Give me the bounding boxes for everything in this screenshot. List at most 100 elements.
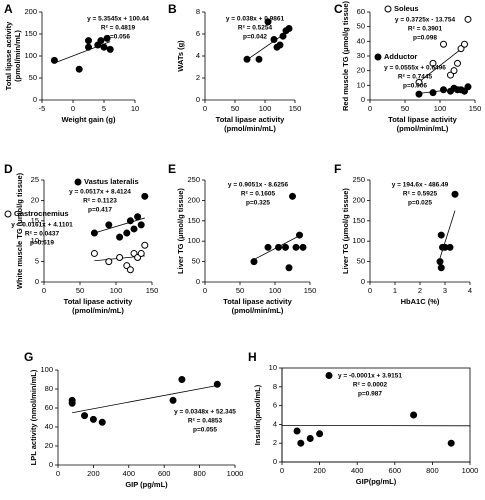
data-point <box>447 71 454 79</box>
x-tick-label: 0 <box>203 104 207 113</box>
annotation: y = 5.3545x + 100.44 <box>87 16 149 23</box>
data-point <box>415 78 423 86</box>
y-tick-label: 250 <box>187 175 200 184</box>
x-axis-label: Total lipase activity <box>216 115 285 124</box>
data-point <box>454 59 461 67</box>
data-point <box>89 415 97 423</box>
data-point <box>106 45 114 53</box>
y-tick-label: 2 <box>273 438 277 447</box>
x-tick-label: 50 <box>401 104 409 113</box>
y-tick-label: 8 <box>196 7 200 16</box>
data-point <box>103 34 111 42</box>
annotation: p=0.025 <box>408 200 432 207</box>
y-axis-label: Liver TG (μmol/g tissue) <box>176 188 185 274</box>
x-tick-label: 150 <box>289 104 302 113</box>
data-point <box>50 56 58 64</box>
annotation: y = -0.0001x + 3.9151 <box>338 373 402 380</box>
y-tick-label: 80 <box>45 384 53 393</box>
data-point <box>282 243 289 251</box>
data-point <box>264 243 272 251</box>
x-tick-label: 2 <box>418 286 422 295</box>
x-tick-label: 50 <box>76 286 84 295</box>
x-tick-label: 0 <box>368 104 372 113</box>
data-point <box>464 83 472 91</box>
data-point <box>116 233 124 241</box>
y-tick-label: 40 <box>357 36 365 45</box>
y-tick-label: 4 <box>273 419 277 428</box>
y-tick-label: 100 <box>187 236 200 245</box>
annotation: p=0.006 <box>403 83 427 90</box>
x-tick-label: 800 <box>193 469 206 478</box>
data-point <box>415 90 423 98</box>
annotation: p=0.417 <box>88 207 112 214</box>
annotation: p=0.098 <box>413 35 437 42</box>
x-tick-label: 3 <box>443 286 447 295</box>
annotation: R² = 0.7445 <box>398 74 433 81</box>
data-point <box>85 43 92 51</box>
x-tick-label: 150 <box>304 286 317 295</box>
data-point <box>141 192 149 200</box>
data-point <box>457 45 465 53</box>
x-tick-label: 10 <box>131 104 139 113</box>
trendline <box>72 385 218 414</box>
data-point <box>90 249 98 257</box>
y-tick-label: 10 <box>357 80 365 89</box>
y-tick-label: 200 <box>187 195 200 204</box>
y-tick-label: 20 <box>357 66 365 75</box>
x-tick-label: 0 <box>280 466 284 475</box>
x-axis-label: (pmol/min/mL) <box>397 124 449 133</box>
annotation: y = 0.3725x - 13.754 <box>395 17 456 24</box>
data-point <box>293 427 301 435</box>
trendline <box>94 217 145 234</box>
panel-label: E <box>168 162 176 176</box>
x-axis-label: GIP(pg/mL) <box>356 477 397 486</box>
y-tick-label: 150 <box>187 216 200 225</box>
panel-label: G <box>24 350 33 364</box>
data-point <box>429 59 437 67</box>
y-tick-label: 0 <box>361 95 365 104</box>
legend-label: Vastus lateralis <box>84 177 139 186</box>
data-point <box>85 37 92 45</box>
data-point <box>250 258 258 266</box>
y-axis-label: Insulin(pmol/mL) <box>253 384 262 445</box>
data-point <box>275 243 282 251</box>
data-point <box>100 43 108 51</box>
data-point <box>90 229 98 237</box>
y-tick-label: 0 <box>49 460 53 469</box>
panel-label: D <box>4 162 13 176</box>
annotation: R² = 0.5254 <box>238 25 273 32</box>
y-tick-label: 40 <box>45 422 53 431</box>
x-tick-label: 150 <box>469 104 482 113</box>
annotation: R² = 0.0437 <box>25 231 60 238</box>
panel-label: F <box>334 162 341 176</box>
annotation: p=0.042 <box>243 34 267 41</box>
y-tick-label: 2 <box>196 73 200 82</box>
x-axis-label: (pmol/min/mL) <box>224 124 276 133</box>
x-tick-label: 100 <box>259 104 272 113</box>
annotation: y = 0.038x + 0.9861 <box>226 16 285 23</box>
x-tick-label: 0 <box>203 286 207 295</box>
legend-marker <box>4 210 12 218</box>
data-point <box>130 225 138 233</box>
x-tick-label: 800 <box>426 466 439 475</box>
data-point <box>264 18 272 26</box>
data-point <box>134 213 142 221</box>
data-point <box>429 89 437 97</box>
panel-label: A <box>4 2 13 16</box>
annotation: y = 194.6x - 486.49 <box>392 182 449 189</box>
data-point <box>123 229 131 237</box>
y-tick-label: 0 <box>196 277 200 286</box>
y-axis-label: LPL activity (nmol/min/mL) <box>29 369 38 465</box>
x-tick-label: 50 <box>236 286 244 295</box>
x-tick-label: 400 <box>123 469 136 478</box>
annotation: R² = 0.0002 <box>353 382 388 389</box>
annotation: p=0.055 <box>193 427 217 434</box>
data-point <box>440 86 447 94</box>
y-tick-label: 50 <box>29 73 37 82</box>
annotation: y = 0.0348x + 52.345 <box>174 409 236 416</box>
x-axis-label: Total lipase activity <box>388 115 457 124</box>
annotation: y = 0.9051x - 8.6256 <box>228 182 289 189</box>
y-tick-label: 0 <box>196 95 200 104</box>
data-point <box>98 418 106 426</box>
y-tick-label: 200 <box>24 7 37 16</box>
